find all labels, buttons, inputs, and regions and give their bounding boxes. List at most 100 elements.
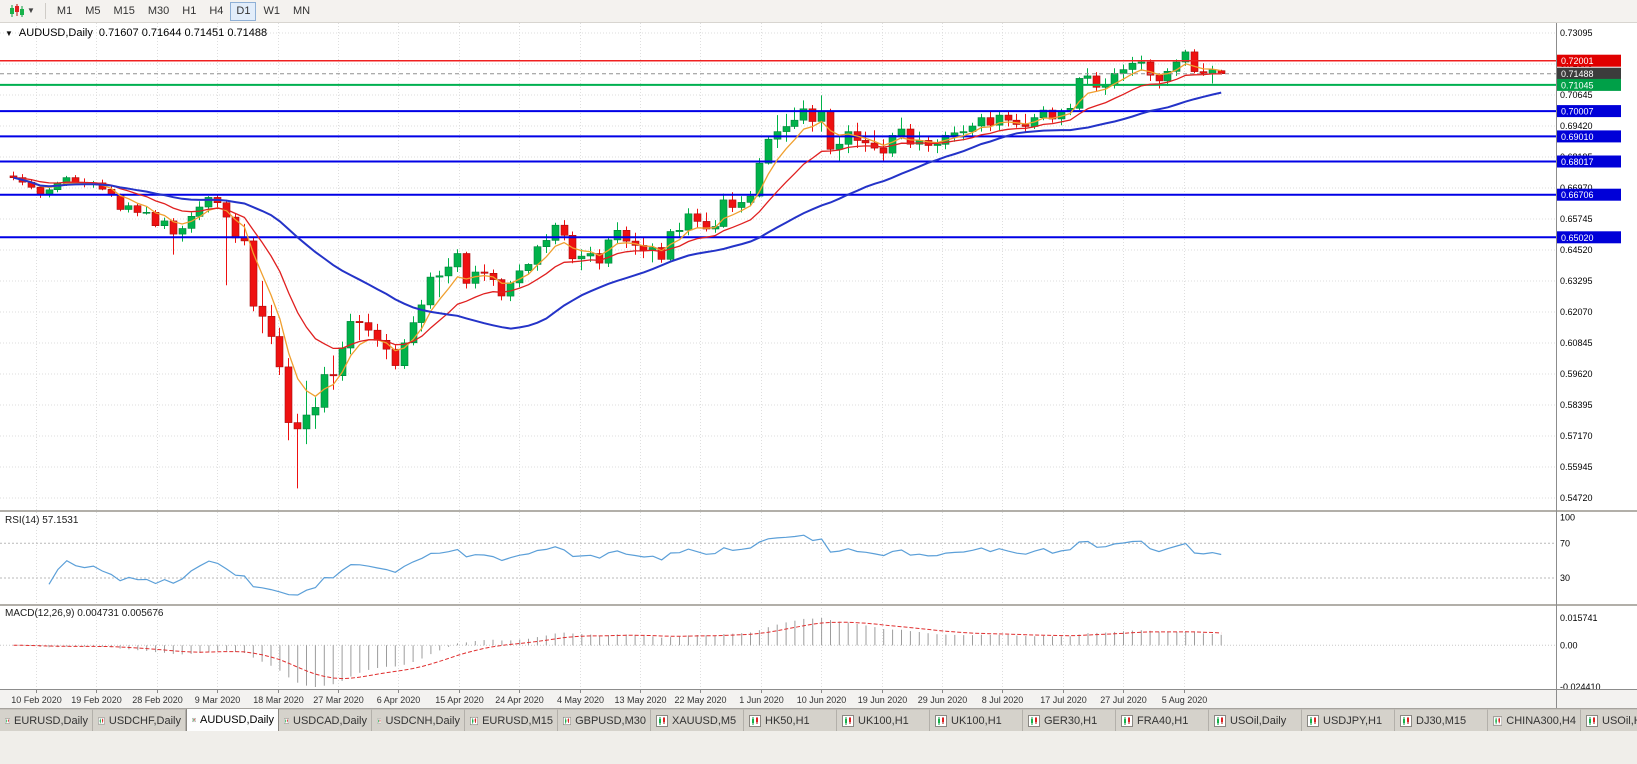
chart-tab-label: HK50,H1: [765, 714, 810, 727]
chart-tab-label: FRA40,H1: [1137, 714, 1189, 727]
svg-text:13 May 2020: 13 May 2020: [614, 695, 666, 705]
chart-tab-label: GER30,H1: [1044, 714, 1098, 727]
chart-tab-eurusd-daily[interactable]: EURUSD,Daily: [0, 709, 93, 731]
svg-text:9 Mar 2020: 9 Mar 2020: [195, 695, 241, 705]
toolbar: ▼ M1 M5 M15 M30 H1 H4 D1 W1 MN: [0, 0, 1637, 23]
chart-tab-icon: [470, 716, 479, 725]
chart-tab-usdchf-daily[interactable]: USDCHF,Daily: [93, 709, 186, 731]
svg-text:0.68017: 0.68017: [1561, 157, 1594, 167]
ma-ema-13: [13, 73, 1222, 350]
chart-symbol-period: AUDUSD,Daily: [18, 27, 93, 39]
svg-text:100: 100: [1560, 512, 1575, 522]
chart-tab-usdjpy-h1[interactable]: USDJPY,H1: [1302, 709, 1395, 731]
svg-text:30: 30: [1560, 573, 1570, 583]
chart-tab-label: CHINA300,H4: [1506, 714, 1576, 727]
chart-tab-label: USDCHF,Daily: [108, 714, 181, 727]
price-badge-0.70007: [1557, 105, 1621, 118]
chart-tab-hk50-h1[interactable]: HK50,H1: [744, 709, 837, 731]
chart-tab-label: EURUSD,M15: [482, 714, 553, 727]
svg-text:0.54720: 0.54720: [1560, 493, 1593, 503]
chart-tab-icon: [1121, 714, 1133, 727]
chart-tab-icon: [749, 714, 761, 727]
timeframe-button-m5[interactable]: M5: [85, 5, 101, 17]
chart-tab-label: USOil,Daily: [1230, 714, 1287, 727]
chart-tab-uk100-h1[interactable]: UK100,H1: [837, 709, 930, 731]
chart-tab-gbpusd-m30[interactable]: GBPUSD,M30: [558, 709, 651, 731]
macd-layer: 0.015741 0.00 -0.024410: [0, 613, 1601, 692]
chart-tab-icon: [1028, 714, 1040, 727]
chart-tab-eurusd-m15[interactable]: EURUSD,M15: [465, 709, 558, 731]
chart-type-tool[interactable]: ▼: [4, 2, 40, 21]
chart-tab-usdcad-daily[interactable]: USDCAD,Daily: [279, 709, 372, 731]
chart-tabs-bar: EURUSD,Daily USDCHF,Daily AUDUSD,Daily USDC…: [0, 708, 1637, 731]
chart-tab-xauusd-m5[interactable]: XAUUSD,M5: [651, 709, 744, 731]
chart-tab-icon: [377, 718, 382, 723]
one-click-trading-icon[interactable]: ▼: [5, 28, 13, 38]
grid-layer: 0.730950.718700.706450.694200.681950.669…: [0, 23, 1593, 689]
chart-tab-label: USDJPY,H1: [1323, 714, 1383, 727]
chart-tab-usoil-h1[interactable]: USOil,H1: [1581, 709, 1637, 731]
timeframe-button-w1[interactable]: W1: [263, 5, 280, 17]
chart-tab-label: EURUSD,Daily: [14, 714, 88, 727]
svg-text:0.64520: 0.64520: [1560, 245, 1593, 255]
chart-tab-fra40-h1[interactable]: FRA40,H1: [1116, 709, 1209, 731]
chart-tab-label: USDCNH,Daily: [385, 714, 460, 727]
svg-text:0.57170: 0.57170: [1560, 431, 1593, 441]
status-strip: [0, 731, 1637, 764]
svg-text:-0.024410: -0.024410: [1560, 682, 1601, 692]
chart-tab-label: UK100,H1: [951, 714, 1002, 727]
candlestick-chart-icon: [10, 4, 24, 17]
price-badge-0.69010: [1557, 130, 1621, 143]
svg-text:10 Feb 2020: 10 Feb 2020: [11, 695, 62, 705]
chart-tab-icon: [192, 717, 197, 723]
svg-text:27 Jul 2020: 27 Jul 2020: [1100, 695, 1147, 705]
svg-text:19 Jun 2020: 19 Jun 2020: [858, 695, 908, 705]
svg-text:0.73095: 0.73095: [1560, 28, 1593, 38]
chart-tab-label: DJ30,M15: [1416, 714, 1467, 727]
svg-text:0.60845: 0.60845: [1560, 338, 1593, 348]
price-badge-0.66706: [1557, 188, 1621, 201]
svg-text:0.00: 0.00: [1560, 640, 1578, 650]
chart-tab-china300-h4[interactable]: CHINA300,H4: [1488, 709, 1581, 731]
chart-tab-uk100-h1[interactable]: UK100,H1: [930, 709, 1023, 731]
svg-text:0.69420: 0.69420: [1560, 121, 1593, 131]
ma-sma-30: [13, 91, 1222, 330]
chart-tab-usoil-daily[interactable]: USOil,Daily: [1209, 709, 1302, 731]
hlines-layer[interactable]: [0, 59, 1556, 239]
chart-tab-label: GBPUSD,M30: [575, 714, 646, 727]
chart-tab-icon: [1307, 714, 1319, 727]
chart-tab-dj30-m15[interactable]: DJ30,M15: [1395, 709, 1488, 731]
svg-text:22 May 2020: 22 May 2020: [674, 695, 726, 705]
timeframe-button-h4[interactable]: H4: [209, 5, 224, 17]
svg-text:0.63295: 0.63295: [1560, 276, 1593, 286]
timeframe-button-mn[interactable]: MN: [292, 5, 311, 17]
svg-text:0.59620: 0.59620: [1560, 369, 1593, 379]
timeframe-button-m30[interactable]: M30: [147, 5, 170, 17]
svg-text:10 Jun 2020: 10 Jun 2020: [797, 695, 847, 705]
chart-tab-label: USDCAD,Daily: [293, 714, 367, 727]
timeframe-button-h1[interactable]: H1: [182, 5, 197, 17]
svg-text:0.015741: 0.015741: [1560, 613, 1598, 623]
timeframe-toolbar: M1 M5 M15 M30 H1 H4 D1 W1 MN: [51, 1, 316, 21]
chart-tab-icon: [1214, 714, 1226, 727]
chart-tab-audusd-daily[interactable]: AUDUSD,Daily: [186, 709, 279, 731]
svg-text:29 Jun 2020: 29 Jun 2020: [918, 695, 968, 705]
svg-text:0.55945: 0.55945: [1560, 462, 1593, 472]
svg-text:27 Mar 2020: 27 Mar 2020: [313, 695, 364, 705]
svg-text:8 Jul 2020: 8 Jul 2020: [982, 695, 1024, 705]
chart-tab-icon: [1400, 714, 1412, 727]
chart-tab-label: UK100,H1: [858, 714, 909, 727]
rsi-line: [48, 534, 1222, 596]
chart-tab-ger30-h1[interactable]: GER30,H1: [1023, 709, 1116, 731]
timeframe-button-d1[interactable]: D1: [230, 1, 257, 21]
svg-text:6 Apr 2020: 6 Apr 2020: [377, 695, 421, 705]
timeframe-button-m1[interactable]: M1: [56, 5, 73, 17]
svg-text:0.72001: 0.72001: [1561, 56, 1594, 66]
chart-tab-icon: [1493, 715, 1503, 726]
macd-indicator-label: MACD(12,26,9) 0.004731 0.005676: [5, 608, 164, 619]
chart-tab-usdcnh-daily[interactable]: USDCNH,Daily: [372, 709, 465, 731]
svg-text:0.71045: 0.71045: [1561, 80, 1594, 90]
timeframe-button-m15[interactable]: M15: [113, 5, 135, 17]
chevron-down-icon: ▼: [27, 6, 35, 15]
